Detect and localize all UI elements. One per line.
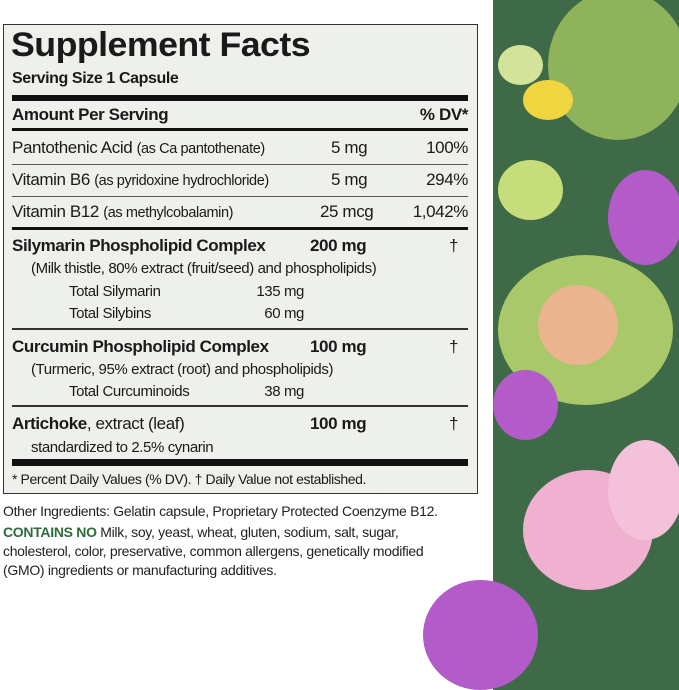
nutrient-name: Pantothenic Acid (12, 138, 133, 157)
dagger-mark: † (449, 337, 459, 356)
nutrient-name: Vitamin B12 (12, 202, 99, 221)
contains-no-label: CONTAINS NO (3, 524, 97, 540)
ingredient-name: Curcumin Phospholipid Complex (12, 337, 269, 356)
ingredient-amount: 100 mg (310, 337, 367, 356)
nutrient-source: (as pyridoxine hydrochloride) (94, 173, 269, 189)
dagger-mark: † (449, 236, 459, 255)
thistle-flower-image (608, 170, 679, 265)
thick-divider (12, 95, 468, 101)
sub-ingredient-amount: 60 mg (264, 305, 304, 322)
divider (12, 227, 468, 230)
label-title: Supplement Facts (11, 26, 311, 64)
ingredient-part: , extract (leaf) (86, 414, 185, 433)
divider (12, 128, 468, 131)
other-ingredients: Other Ingredients: Gelatin capsule, Prop… (3, 503, 438, 519)
footnote: * Percent Daily Values (% DV). † Daily V… (12, 471, 367, 487)
nutrient-source: (as Ca pantothenate) (136, 141, 266, 157)
divider (12, 405, 468, 407)
supplement-facts-panel (3, 24, 478, 494)
sub-ingredient-amount: 38 mg (264, 383, 304, 400)
ingredient-amount: 200 mg (310, 236, 367, 255)
nutrient-amount: 5 mg (331, 170, 368, 189)
header-dv: % DV* (419, 105, 468, 124)
nutrient-amount: 25 mcg (320, 202, 374, 221)
divider (12, 328, 468, 330)
ingredient-description: (Milk thistle, 80% extract (fruit/seed) … (31, 260, 377, 277)
ingredient-amount: 100 mg (310, 414, 367, 433)
botanical-image-panel (423, 0, 679, 690)
ingredient-name: Silymarin Phospholipid Complex (12, 236, 266, 255)
thick-divider (12, 459, 468, 466)
ingredient-description: (Turmeric, 95% extract (root) and phosph… (31, 361, 334, 378)
nutrient-dv: 1,042% (412, 202, 469, 221)
nutrient-name: Vitamin B6 (12, 170, 90, 189)
sub-ingredient-amount: 135 mg (256, 283, 304, 300)
ingredient-name: Artichoke (12, 414, 87, 433)
sub-ingredient-name: Total Silybins (69, 305, 151, 322)
nutrient-source: (as methylcobalamin) (103, 205, 234, 221)
dagger-mark: † (449, 414, 459, 433)
header-amount: Amount Per Serving (12, 105, 169, 124)
nutrient-dv: 294% (426, 170, 468, 189)
serving-size: Serving Size 1 Capsule (12, 70, 179, 87)
contains-no-text: cholesterol, color, preservative, common… (3, 543, 424, 559)
ingredient-description: standardized to 2.5% cynarin (31, 439, 214, 456)
divider (12, 164, 468, 165)
nutrient-amount: 5 mg (331, 138, 368, 157)
divider (12, 196, 468, 197)
contains-no-text: Milk, soy, yeast, wheat, gluten, sodium,… (96, 524, 399, 540)
nutrient-dv: 100% (426, 138, 468, 157)
contains-no-text: (GMO) ingredients or manufacturing addit… (3, 562, 277, 578)
sub-ingredient-name: Total Silymarin (69, 283, 161, 300)
sub-ingredient-name: Total Curcuminoids (69, 383, 190, 400)
artichoke-image (548, 0, 679, 140)
